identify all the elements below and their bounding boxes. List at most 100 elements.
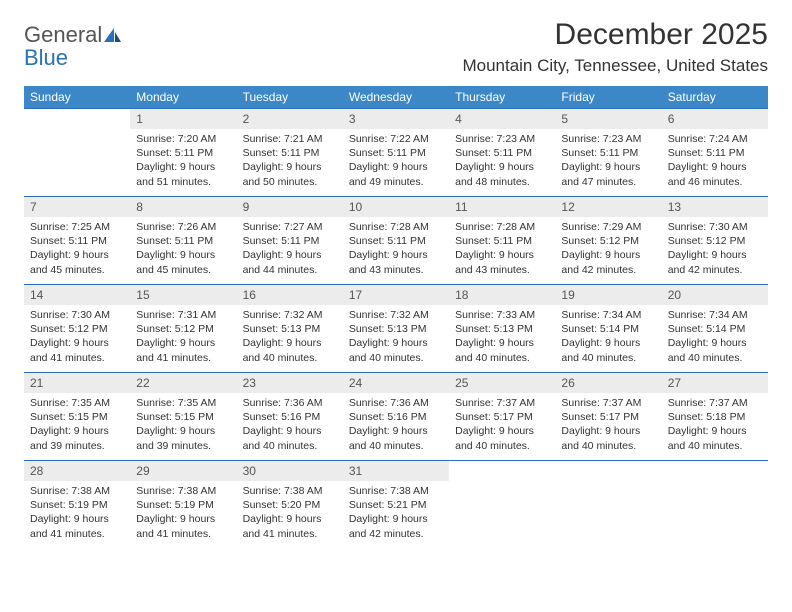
calendar-day-cell bbox=[555, 461, 661, 549]
calendar-day-cell: 9Sunrise: 7:27 AMSunset: 5:11 PMDaylight… bbox=[237, 197, 343, 285]
daylight-text: Daylight: 9 hours and 40 minutes. bbox=[668, 336, 762, 364]
sunrise-text: Sunrise: 7:35 AM bbox=[136, 396, 230, 410]
calendar-day-cell: 22Sunrise: 7:35 AMSunset: 5:15 PMDayligh… bbox=[130, 373, 236, 461]
logo-text-gray: General bbox=[24, 22, 102, 47]
calendar-day-cell: 28Sunrise: 7:38 AMSunset: 5:19 PMDayligh… bbox=[24, 461, 130, 549]
sunset-text: Sunset: 5:21 PM bbox=[349, 498, 443, 512]
day-content: Sunrise: 7:38 AMSunset: 5:20 PMDaylight:… bbox=[237, 481, 343, 543]
day-number: 12 bbox=[555, 197, 661, 217]
calendar-week-row: 1Sunrise: 7:20 AMSunset: 5:11 PMDaylight… bbox=[24, 109, 768, 197]
logo-sail-icon bbox=[104, 28, 122, 42]
day-number: 30 bbox=[237, 461, 343, 481]
day-number: 7 bbox=[24, 197, 130, 217]
sunset-text: Sunset: 5:12 PM bbox=[136, 322, 230, 336]
daylight-text: Daylight: 9 hours and 42 minutes. bbox=[349, 512, 443, 540]
sunset-text: Sunset: 5:12 PM bbox=[561, 234, 655, 248]
day-content: Sunrise: 7:28 AMSunset: 5:11 PMDaylight:… bbox=[343, 217, 449, 279]
day-content: Sunrise: 7:26 AMSunset: 5:11 PMDaylight:… bbox=[130, 217, 236, 279]
daylight-text: Daylight: 9 hours and 49 minutes. bbox=[349, 160, 443, 188]
sunset-text: Sunset: 5:19 PM bbox=[136, 498, 230, 512]
day-header: Thursday bbox=[449, 86, 555, 109]
day-content: Sunrise: 7:31 AMSunset: 5:12 PMDaylight:… bbox=[130, 305, 236, 367]
day-content: Sunrise: 7:25 AMSunset: 5:11 PMDaylight:… bbox=[24, 217, 130, 279]
sunset-text: Sunset: 5:12 PM bbox=[30, 322, 124, 336]
sunrise-text: Sunrise: 7:33 AM bbox=[455, 308, 549, 322]
calendar-day-cell: 15Sunrise: 7:31 AMSunset: 5:12 PMDayligh… bbox=[130, 285, 236, 373]
day-header: Sunday bbox=[24, 86, 130, 109]
day-content: Sunrise: 7:23 AMSunset: 5:11 PMDaylight:… bbox=[449, 129, 555, 191]
day-number: 15 bbox=[130, 285, 236, 305]
day-content: Sunrise: 7:29 AMSunset: 5:12 PMDaylight:… bbox=[555, 217, 661, 279]
daylight-text: Daylight: 9 hours and 40 minutes. bbox=[349, 424, 443, 452]
calendar-day-cell bbox=[24, 109, 130, 197]
day-number: 2 bbox=[237, 109, 343, 129]
day-number: 16 bbox=[237, 285, 343, 305]
sunset-text: Sunset: 5:11 PM bbox=[455, 234, 549, 248]
sunset-text: Sunset: 5:13 PM bbox=[243, 322, 337, 336]
calendar-day-cell bbox=[449, 461, 555, 549]
day-number: 6 bbox=[662, 109, 768, 129]
sunset-text: Sunset: 5:11 PM bbox=[668, 146, 762, 160]
sunset-text: Sunset: 5:13 PM bbox=[349, 322, 443, 336]
day-number: 3 bbox=[343, 109, 449, 129]
day-content: Sunrise: 7:38 AMSunset: 5:19 PMDaylight:… bbox=[130, 481, 236, 543]
day-number: 21 bbox=[24, 373, 130, 393]
sunrise-text: Sunrise: 7:31 AM bbox=[136, 308, 230, 322]
daylight-text: Daylight: 9 hours and 40 minutes. bbox=[455, 336, 549, 364]
daylight-text: Daylight: 9 hours and 40 minutes. bbox=[561, 336, 655, 364]
sunrise-text: Sunrise: 7:23 AM bbox=[455, 132, 549, 146]
day-number: 31 bbox=[343, 461, 449, 481]
sunrise-text: Sunrise: 7:38 AM bbox=[243, 484, 337, 498]
daylight-text: Daylight: 9 hours and 39 minutes. bbox=[136, 424, 230, 452]
calendar-day-cell: 24Sunrise: 7:36 AMSunset: 5:16 PMDayligh… bbox=[343, 373, 449, 461]
sunset-text: Sunset: 5:11 PM bbox=[349, 146, 443, 160]
calendar-day-cell: 23Sunrise: 7:36 AMSunset: 5:16 PMDayligh… bbox=[237, 373, 343, 461]
calendar-day-cell: 25Sunrise: 7:37 AMSunset: 5:17 PMDayligh… bbox=[449, 373, 555, 461]
calendar-day-cell: 29Sunrise: 7:38 AMSunset: 5:19 PMDayligh… bbox=[130, 461, 236, 549]
day-content: Sunrise: 7:37 AMSunset: 5:18 PMDaylight:… bbox=[662, 393, 768, 455]
day-number: 28 bbox=[24, 461, 130, 481]
daylight-text: Daylight: 9 hours and 40 minutes. bbox=[668, 424, 762, 452]
day-number: 25 bbox=[449, 373, 555, 393]
day-content: Sunrise: 7:24 AMSunset: 5:11 PMDaylight:… bbox=[662, 129, 768, 191]
sunset-text: Sunset: 5:14 PM bbox=[561, 322, 655, 336]
sunrise-text: Sunrise: 7:32 AM bbox=[349, 308, 443, 322]
calendar-day-cell: 18Sunrise: 7:33 AMSunset: 5:13 PMDayligh… bbox=[449, 285, 555, 373]
daylight-text: Daylight: 9 hours and 51 minutes. bbox=[136, 160, 230, 188]
sunset-text: Sunset: 5:17 PM bbox=[455, 410, 549, 424]
daylight-text: Daylight: 9 hours and 41 minutes. bbox=[243, 512, 337, 540]
daylight-text: Daylight: 9 hours and 40 minutes. bbox=[455, 424, 549, 452]
sunset-text: Sunset: 5:11 PM bbox=[30, 234, 124, 248]
calendar-day-cell: 20Sunrise: 7:34 AMSunset: 5:14 PMDayligh… bbox=[662, 285, 768, 373]
location-text: Mountain City, Tennessee, United States bbox=[462, 56, 768, 76]
sunrise-text: Sunrise: 7:37 AM bbox=[668, 396, 762, 410]
day-number: 10 bbox=[343, 197, 449, 217]
calendar-day-cell: 31Sunrise: 7:38 AMSunset: 5:21 PMDayligh… bbox=[343, 461, 449, 549]
day-content: Sunrise: 7:35 AMSunset: 5:15 PMDaylight:… bbox=[130, 393, 236, 455]
sunset-text: Sunset: 5:11 PM bbox=[243, 234, 337, 248]
daylight-text: Daylight: 9 hours and 41 minutes. bbox=[30, 336, 124, 364]
day-number: 24 bbox=[343, 373, 449, 393]
calendar-day-cell: 12Sunrise: 7:29 AMSunset: 5:12 PMDayligh… bbox=[555, 197, 661, 285]
day-header: Friday bbox=[555, 86, 661, 109]
day-content: Sunrise: 7:34 AMSunset: 5:14 PMDaylight:… bbox=[555, 305, 661, 367]
calendar-day-cell bbox=[662, 461, 768, 549]
daylight-text: Daylight: 9 hours and 43 minutes. bbox=[455, 248, 549, 276]
day-content: Sunrise: 7:38 AMSunset: 5:19 PMDaylight:… bbox=[24, 481, 130, 543]
day-number: 17 bbox=[343, 285, 449, 305]
day-content: Sunrise: 7:36 AMSunset: 5:16 PMDaylight:… bbox=[237, 393, 343, 455]
sunrise-text: Sunrise: 7:34 AM bbox=[561, 308, 655, 322]
sunrise-text: Sunrise: 7:22 AM bbox=[349, 132, 443, 146]
sunrise-text: Sunrise: 7:28 AM bbox=[455, 220, 549, 234]
day-number: 13 bbox=[662, 197, 768, 217]
daylight-text: Daylight: 9 hours and 41 minutes. bbox=[136, 512, 230, 540]
day-number: 19 bbox=[555, 285, 661, 305]
daylight-text: Daylight: 9 hours and 42 minutes. bbox=[561, 248, 655, 276]
sunset-text: Sunset: 5:11 PM bbox=[136, 146, 230, 160]
day-content: Sunrise: 7:35 AMSunset: 5:15 PMDaylight:… bbox=[24, 393, 130, 455]
sunrise-text: Sunrise: 7:24 AM bbox=[668, 132, 762, 146]
logo-text-blue: Blue bbox=[24, 45, 68, 70]
day-number: 20 bbox=[662, 285, 768, 305]
day-header: Saturday bbox=[662, 86, 768, 109]
daylight-text: Daylight: 9 hours and 42 minutes. bbox=[668, 248, 762, 276]
